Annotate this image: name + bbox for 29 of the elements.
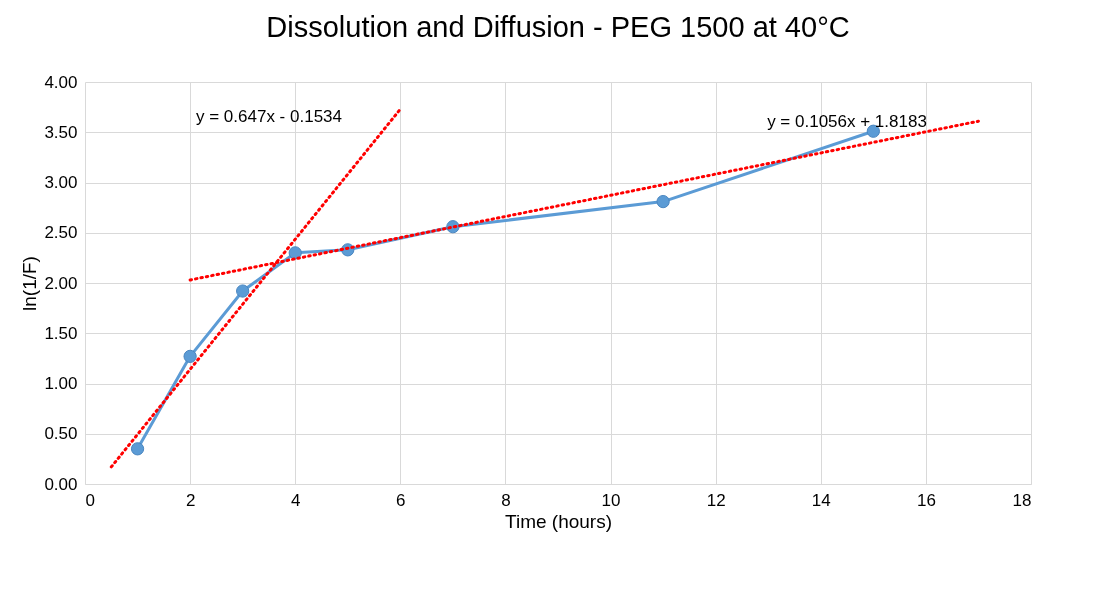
y-tick-label: 2.00 [44, 273, 78, 293]
x-tick-label: 0 [85, 490, 95, 510]
annotation: y = 0.1056x + 1.8183 [767, 112, 927, 131]
x-axis-title: Time (hours) [505, 510, 612, 532]
x-tick-label: 2 [185, 490, 196, 510]
x-tick-label: 12 [706, 490, 726, 510]
x-tick-label: 18 [1012, 490, 1032, 510]
y-tick-label: 1.50 [44, 323, 78, 343]
y-tick-label: 3.00 [44, 173, 78, 192]
y-tick-label: 3.50 [44, 122, 78, 142]
annotation: y = 0.647x - 0.1534 [195, 107, 343, 126]
x-tick-label: 14 [811, 490, 831, 510]
point [183, 349, 197, 363]
point [236, 284, 250, 298]
x-tick-label: 10 [601, 490, 621, 510]
y-axis-title: ln(1/F) [19, 256, 41, 311]
x-tick-label: 8 [501, 490, 511, 510]
y-tick-label: 4.00 [44, 72, 78, 92]
y-tick-label: 2.50 [44, 223, 78, 243]
point [288, 246, 302, 260]
x-tick-label: 16 [916, 490, 936, 510]
y-tick-label: 0.50 [44, 424, 78, 444]
point [656, 194, 670, 209]
chart-title: Dissolution and Diffusion - PEG 1500 at 40°C [266, 11, 850, 43]
x-tick-label: 4 [290, 490, 301, 510]
y-tick-label: 1.00 [44, 374, 78, 393]
y-tick-label: 0.00 [44, 474, 78, 494]
x-tick-label: 6 [396, 490, 406, 510]
point [130, 442, 145, 456]
